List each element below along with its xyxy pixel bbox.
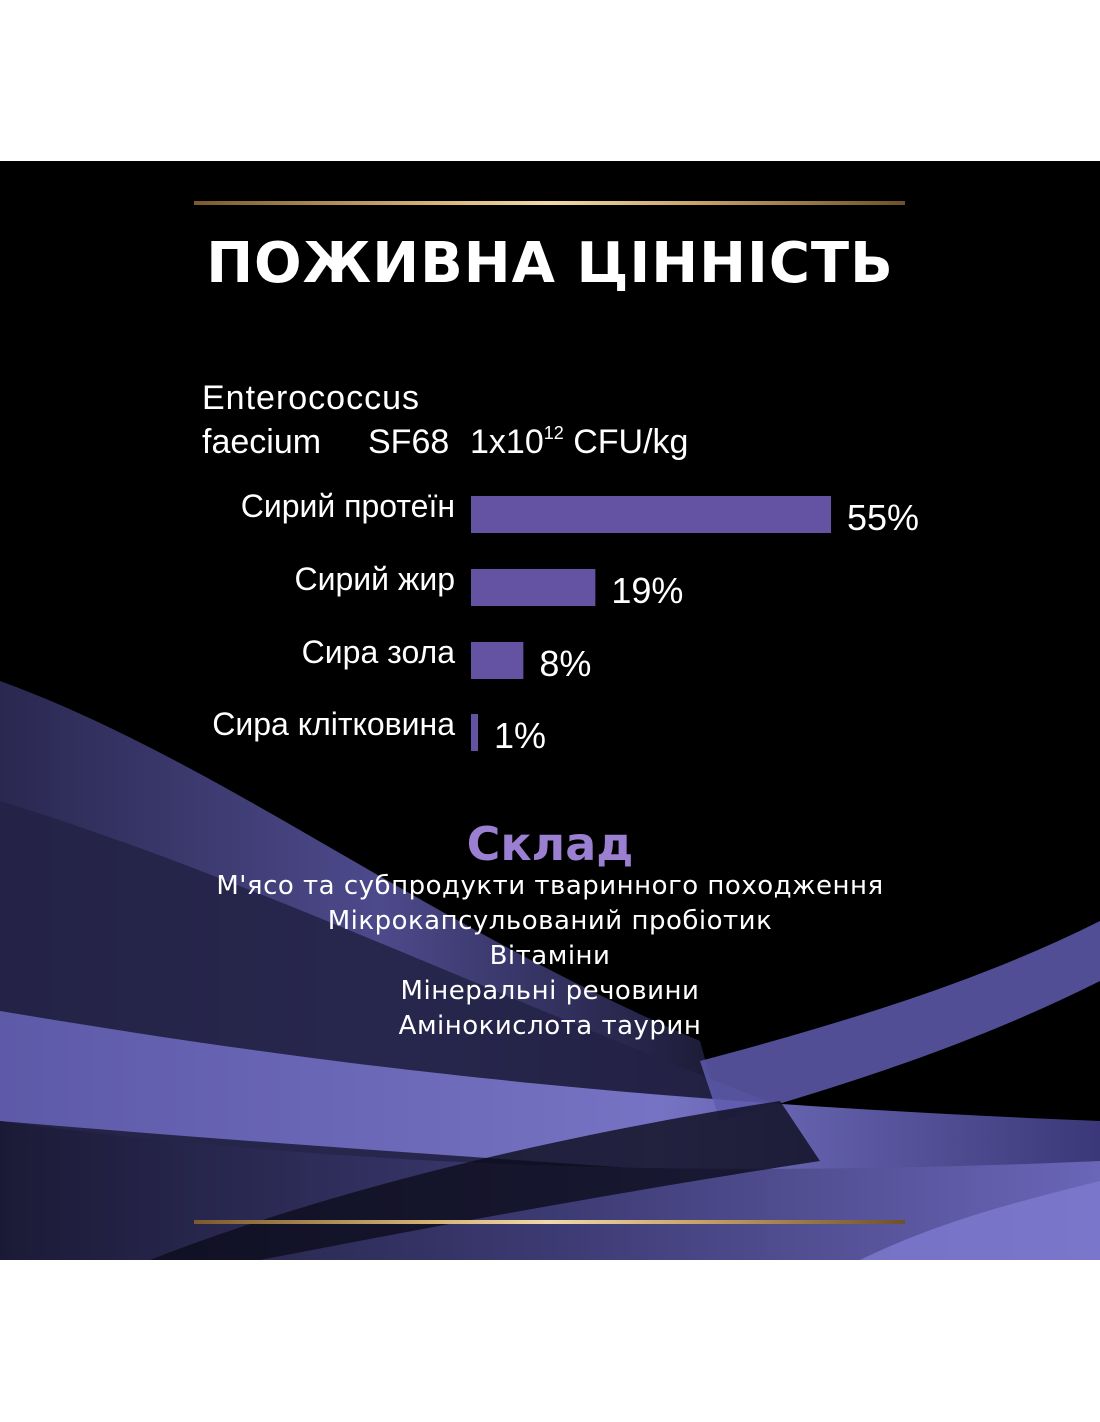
category-label: Сира клітковина (212, 706, 455, 742)
category-label: Сирий протеїн (241, 488, 455, 524)
probiotic-name-line1: Enterococcus (202, 379, 420, 417)
probiotic-strain: SF68 (368, 423, 450, 461)
cfu-unit: CFU/kg (563, 423, 689, 461)
value-label: 19% (611, 570, 683, 611)
composition-list: М'ясо та субпродукти тваринного походжен… (0, 869, 1100, 1044)
composition-item: Амінокислота таурин (398, 1011, 702, 1041)
bar (471, 569, 596, 606)
top-gold-divider (194, 201, 905, 205)
value-label: 1% (494, 715, 546, 756)
composition-title: Склад (466, 817, 634, 871)
composition-item: Мікрокапсульований пробіотик (327, 906, 773, 936)
probiotic-name-line2: faecium (202, 423, 322, 461)
value-label: 8% (539, 643, 591, 684)
composition-item: Вітаміни (489, 941, 611, 971)
category-label: Сира зола (302, 634, 456, 670)
composition-item: Мінеральні речовини (400, 976, 700, 1006)
nutrition-panel: ПОЖИВНА ЦІННІСТЬ Enterococcus faecium SF… (0, 161, 1100, 1260)
probiotic-cfu: 1x1012 CFU/kg (470, 423, 688, 462)
cfu-exponent: 12 (543, 423, 564, 443)
composition-item: М'ясо та субпродукти тваринного походжен… (216, 871, 884, 901)
bar (471, 496, 831, 533)
page-title: ПОЖИВНА ЦІННІСТЬ (206, 231, 894, 296)
value-label: 55% (847, 497, 919, 538)
cfu-base: 1x10 (470, 423, 544, 461)
bottom-gold-divider (194, 1220, 905, 1224)
category-label: Сирий жир (295, 561, 456, 597)
bar (471, 642, 524, 679)
nutrition-bar-chart: Сирий протеїн 55% Сирий жир 19% Сира зола 8% С… (212, 488, 919, 756)
decorative-ribbons (0, 681, 1100, 1260)
bar (471, 714, 478, 751)
